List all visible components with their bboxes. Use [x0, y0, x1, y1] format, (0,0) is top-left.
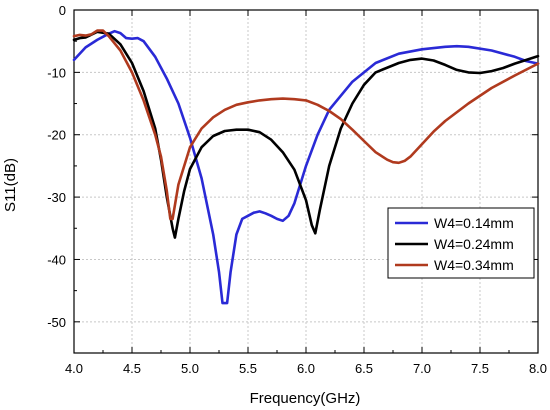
legend-label-3: W4=0.34mm: [434, 257, 514, 273]
y-tick-label: -10: [47, 65, 66, 80]
x-tick-label: 5.5: [239, 361, 257, 376]
series-line-3: [72, 29, 540, 221]
legend: W4=0.14mm W4=0.24mm W4=0.34mm: [387, 207, 535, 279]
legend-label-2: W4=0.24mm: [434, 236, 514, 252]
series-line-1: [72, 29, 540, 305]
y-tick-label: 0: [59, 3, 66, 18]
x-tick-label: 8.0: [529, 361, 547, 376]
legend-label-1: W4=0.14mm: [434, 215, 514, 231]
x-tick-label: 7.0: [413, 361, 431, 376]
y-tick-label: -20: [47, 128, 66, 143]
tick-labels: 4.0 4.5 5.0 5.5 6.0 6.5 7.0 7.5 8.0 0 -10 -20 -30 -40…: [47, 3, 547, 376]
x-axis-title: Frequency(GHz): [250, 390, 361, 407]
x-tick-label: 5.0: [181, 361, 199, 376]
x-tick-label: 4.0: [65, 361, 83, 376]
x-tick-label: 4.5: [123, 361, 141, 376]
series-line-2: [72, 30, 540, 239]
y-tick-label: -50: [47, 315, 66, 330]
x-tick-label: 6.5: [355, 361, 373, 376]
y-axis-title: S11(dB): [2, 158, 19, 212]
y-tick-label: -30: [47, 190, 66, 205]
axes: [73, 9, 539, 354]
x-tick-label: 7.5: [471, 361, 489, 376]
series-group: [72, 29, 540, 305]
y-tick-label: -40: [47, 252, 66, 267]
x-tick-label: 6.0: [297, 361, 315, 376]
